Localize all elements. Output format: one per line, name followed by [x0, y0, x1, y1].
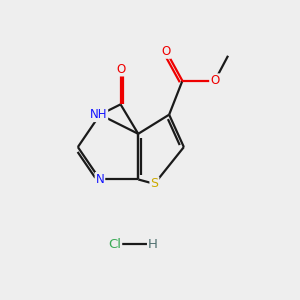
Text: H: H [148, 238, 158, 251]
Text: S: S [150, 177, 158, 190]
Text: N: N [96, 173, 104, 186]
Text: O: O [210, 74, 219, 87]
Text: O: O [116, 62, 125, 76]
Text: Cl: Cl [108, 238, 121, 251]
Text: NH: NH [90, 108, 107, 121]
Text: O: O [162, 45, 171, 58]
